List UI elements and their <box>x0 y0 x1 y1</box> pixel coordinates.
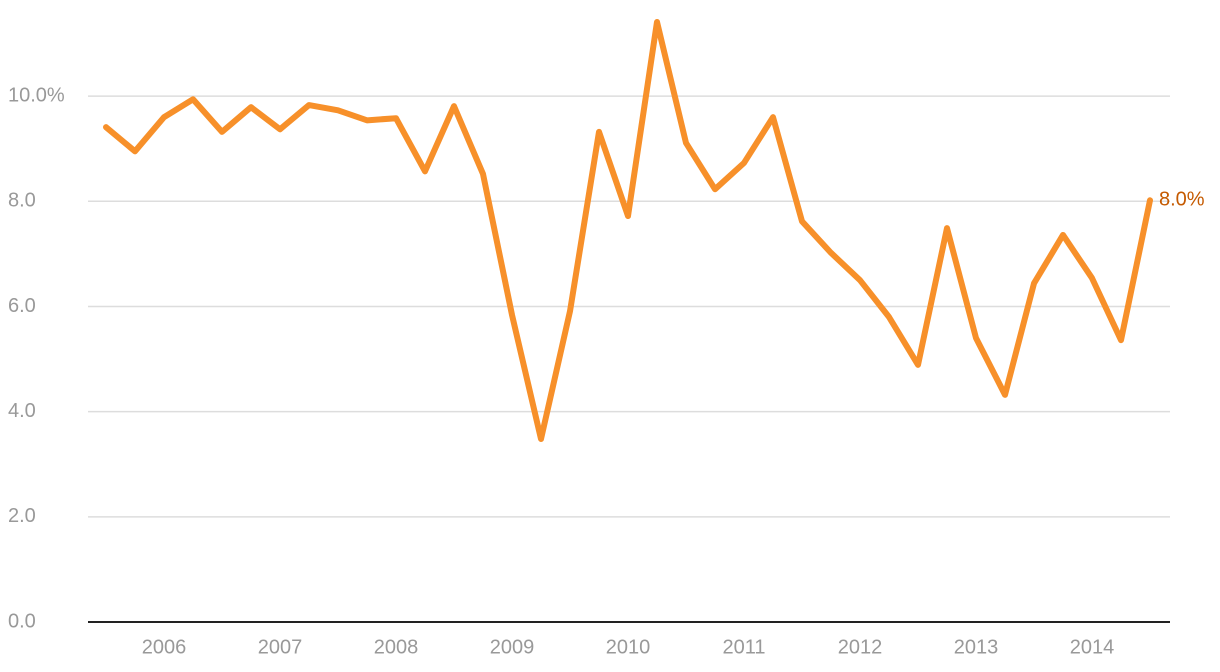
x-tick-label: 2014 <box>1070 636 1115 658</box>
x-tick-label: 2012 <box>838 636 883 658</box>
y-tick-label: 0.0 <box>8 610 36 632</box>
x-tick-label: 2006 <box>142 636 187 658</box>
x-tick-label: 2013 <box>954 636 999 658</box>
y-tick-label: 4.0 <box>8 400 36 422</box>
y-tick-label: 6.0 <box>8 295 36 317</box>
y-tick-label: 2.0 <box>8 505 36 527</box>
line <box>103 18 1153 442</box>
x-tick-label: 2007 <box>258 636 303 658</box>
x-tick-label: 2011 <box>722 636 765 658</box>
y-tick-label: 8.0 <box>8 190 36 212</box>
value-label: 8.0% <box>1159 189 1205 211</box>
x-tick-label: 2010 <box>606 636 651 658</box>
y-tick-label: 10.0% <box>8 84 65 106</box>
x-tick-label: 2008 <box>374 636 419 658</box>
x-tick-label: 2009 <box>490 636 535 658</box>
